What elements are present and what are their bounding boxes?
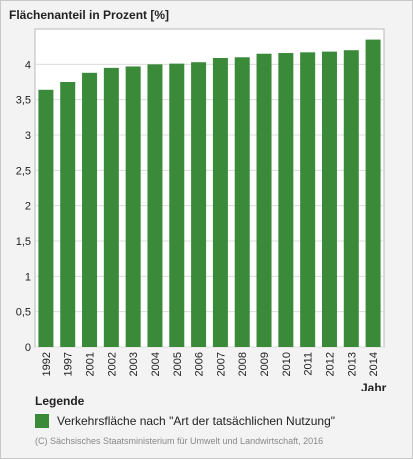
legend-title: Legende (35, 394, 85, 408)
bar-2010 (278, 53, 294, 347)
chart-plot: Flächenanteil in Prozent [%] 0 0,5 1 1,5 2 2,… (9, 8, 387, 391)
y-tick-label: 1 (25, 271, 31, 283)
y-tick-label: 3 (25, 130, 31, 142)
x-tick-label: 2007 (215, 352, 227, 376)
bar-2003 (125, 66, 141, 347)
x-tick-label: 2011 (303, 352, 315, 376)
legend-swatch (35, 414, 49, 428)
y-tick-label: 4 (25, 59, 31, 71)
x-axis-label: Jahr (361, 381, 387, 391)
x-tick-label: 2014 (368, 352, 380, 376)
bar-2005 (169, 63, 185, 347)
legend-label: Verkehrsfläche nach "Art der tatsächlich… (57, 414, 336, 428)
bar-1992 (38, 89, 54, 348)
x-tick-label: 2013 (346, 352, 358, 376)
bar-1997 (60, 82, 76, 347)
bar-2006 (191, 62, 207, 348)
copyright-text: (C) Sächsisches Staatsministerium für Um… (35, 436, 324, 446)
y-tick-label: 2 (25, 201, 31, 213)
x-tick-label: 2002 (106, 352, 118, 376)
bar-2013 (343, 50, 359, 347)
bar-2007 (212, 57, 228, 348)
bar-2002 (103, 67, 119, 347)
x-tick-label: 2012 (324, 352, 336, 376)
x-tick-label: 2006 (194, 352, 206, 376)
y-tick-label: 3,5 (16, 95, 31, 107)
bar-2009 (256, 53, 272, 347)
x-tick-label: 2005 (172, 352, 184, 376)
x-tick-label: 1992 (41, 352, 53, 376)
y-tick-label: 0,5 (16, 307, 31, 319)
legend-item: Verkehrsfläche nach "Art der tatsächlich… (35, 414, 335, 428)
x-tick-label: 2001 (85, 352, 97, 376)
x-tick-label: 1997 (63, 352, 75, 376)
x-tick-label: 2010 (281, 352, 293, 376)
y-tick-label: 1,5 (16, 236, 31, 248)
bar-2012 (321, 51, 337, 347)
x-tick-label: 2008 (237, 352, 249, 376)
bar-2011 (300, 52, 316, 347)
y-tick-label: 0 (25, 342, 31, 354)
bar-2008 (234, 57, 250, 348)
x-tick-label: 2009 (259, 352, 271, 376)
y-axis-label: Flächenanteil in Prozent [%] (9, 8, 169, 22)
x-tick-label: 2004 (150, 352, 162, 376)
bar-2004 (147, 64, 163, 348)
y-tick-label: 2,5 (16, 165, 31, 177)
x-tick-label: 2003 (128, 352, 140, 376)
bar-2014 (365, 39, 381, 347)
bar-2001 (82, 72, 98, 348)
